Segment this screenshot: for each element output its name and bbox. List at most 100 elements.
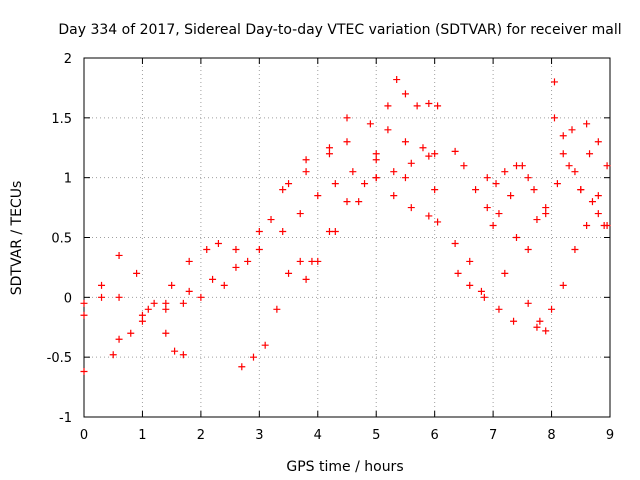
data-point xyxy=(261,341,269,349)
data-point xyxy=(466,281,474,289)
data-point xyxy=(407,159,415,167)
data-point xyxy=(138,317,146,325)
data-point xyxy=(524,299,532,307)
data-point xyxy=(232,263,240,271)
data-point xyxy=(483,204,491,212)
data-point xyxy=(150,299,158,307)
data-point xyxy=(524,245,532,253)
data-point xyxy=(279,228,287,236)
data-point xyxy=(349,168,357,176)
data-point xyxy=(115,335,123,343)
data-point xyxy=(203,245,211,253)
data-points xyxy=(80,76,611,376)
data-point xyxy=(390,168,398,176)
data-point xyxy=(238,363,246,371)
data-point xyxy=(331,180,339,188)
series-track-8 xyxy=(451,210,611,325)
data-point xyxy=(559,281,567,289)
data-point xyxy=(343,198,351,206)
data-point xyxy=(109,351,117,359)
data-point xyxy=(185,257,193,265)
data-point xyxy=(273,305,281,313)
data-point xyxy=(542,204,550,212)
y-tick-label: -0.5 xyxy=(47,351,72,366)
data-point xyxy=(401,90,409,98)
data-point xyxy=(279,186,287,194)
data-point xyxy=(571,245,579,253)
data-point xyxy=(179,351,187,359)
data-point xyxy=(603,162,611,170)
data-point xyxy=(533,323,541,331)
data-point xyxy=(451,239,459,247)
data-point xyxy=(343,114,351,122)
data-point xyxy=(401,174,409,182)
data-point xyxy=(472,186,480,194)
data-point xyxy=(162,299,170,307)
data-point xyxy=(510,317,518,325)
x-axis-label: GPS time / hours xyxy=(286,459,403,475)
data-point xyxy=(144,305,152,313)
data-point xyxy=(296,257,304,265)
y-tick-label: 0 xyxy=(64,291,72,306)
data-point xyxy=(267,216,275,224)
data-point xyxy=(361,180,369,188)
x-tick-label: 3 xyxy=(255,428,263,443)
data-point xyxy=(168,281,176,289)
data-point xyxy=(384,102,392,110)
data-point xyxy=(571,168,579,176)
data-point xyxy=(559,150,567,158)
data-point xyxy=(483,174,491,182)
series-track-6 xyxy=(302,76,442,283)
data-point xyxy=(308,257,316,265)
data-point xyxy=(214,239,222,247)
y-tick-label: 1.5 xyxy=(51,112,72,127)
x-tick-label: 6 xyxy=(431,428,439,443)
data-point xyxy=(232,245,240,253)
data-point xyxy=(588,198,596,206)
data-point xyxy=(594,192,602,200)
data-point xyxy=(314,192,322,200)
x-tick-label: 2 xyxy=(197,428,205,443)
data-point xyxy=(302,156,310,164)
data-point xyxy=(343,138,351,146)
data-point xyxy=(372,174,380,182)
data-point xyxy=(454,269,462,277)
data-point xyxy=(419,144,427,152)
data-point xyxy=(480,293,488,301)
data-point xyxy=(384,126,392,134)
data-point xyxy=(501,168,509,176)
data-point xyxy=(302,168,310,176)
data-point xyxy=(425,152,433,160)
data-point xyxy=(466,257,474,265)
data-point xyxy=(197,293,205,301)
data-point xyxy=(553,180,561,188)
x-tick-label: 0 xyxy=(80,428,88,443)
data-point xyxy=(296,210,304,218)
data-point xyxy=(603,222,611,230)
data-point xyxy=(302,275,310,283)
data-point xyxy=(542,327,550,335)
series-track-3 xyxy=(80,114,439,325)
data-point xyxy=(568,126,576,134)
data-point xyxy=(314,257,322,265)
data-point xyxy=(583,222,591,230)
data-point xyxy=(98,293,106,301)
data-point xyxy=(512,234,520,241)
x-tick-label: 9 xyxy=(606,428,614,443)
data-point xyxy=(460,162,468,170)
data-point xyxy=(501,269,509,277)
data-point xyxy=(171,347,179,355)
data-point xyxy=(413,102,421,110)
data-point xyxy=(249,353,257,361)
data-point xyxy=(138,311,146,319)
data-point xyxy=(115,251,123,259)
axis-ticks: 0 1 2 3 4 5 6 7 8 9 2 1.5 1 0.5 0 -0.5 -1 xyxy=(47,52,615,443)
data-point xyxy=(393,76,401,84)
data-point xyxy=(80,311,88,319)
x-tick-label: 8 xyxy=(547,428,555,443)
series-track-5 xyxy=(238,152,433,371)
y-tick-label: -1 xyxy=(59,411,72,426)
data-point xyxy=(477,287,485,295)
data-point xyxy=(127,329,135,337)
